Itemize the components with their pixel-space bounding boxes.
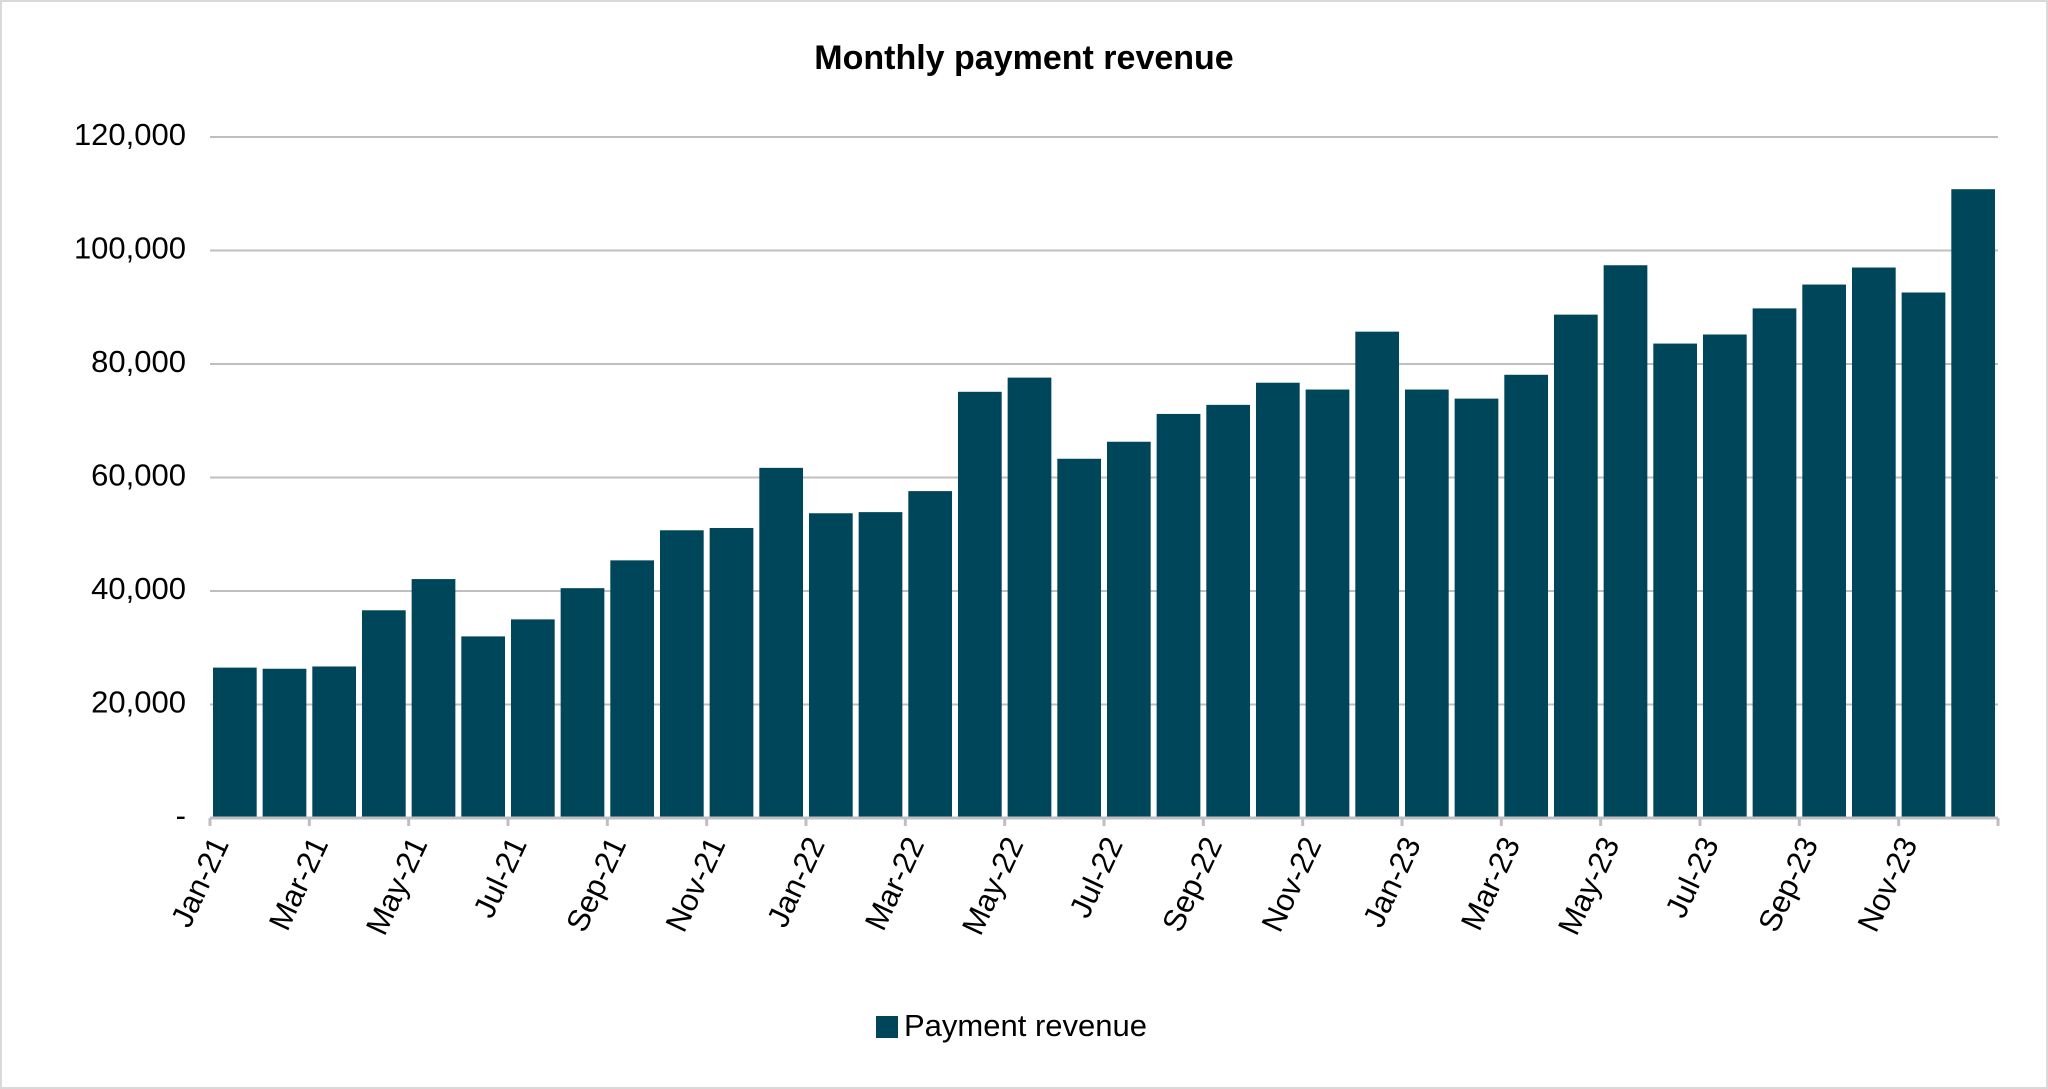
y-tick-label: 100,000 <box>74 231 186 266</box>
bar <box>1603 265 1648 818</box>
bar <box>1255 382 1300 818</box>
bar <box>1355 331 1400 818</box>
bar <box>1553 314 1598 818</box>
bar <box>1504 374 1549 818</box>
bar <box>759 467 804 818</box>
bar <box>510 619 555 818</box>
bar <box>1802 284 1847 818</box>
bar <box>361 610 406 818</box>
y-tick-label: 20,000 <box>91 685 186 720</box>
bar <box>262 668 307 818</box>
bar <box>808 513 853 818</box>
y-tick-label: 120,000 <box>74 117 186 152</box>
bar <box>1951 189 1996 818</box>
bar <box>1404 389 1449 818</box>
bar <box>1901 292 1946 818</box>
bar <box>1305 389 1350 818</box>
legend-swatch <box>876 1016 898 1038</box>
bar <box>1156 413 1201 818</box>
bar <box>1454 398 1499 818</box>
bar <box>858 512 903 818</box>
bar <box>1206 404 1251 818</box>
bar <box>1653 343 1698 818</box>
bar <box>610 560 655 818</box>
y-tick-label: 60,000 <box>91 458 186 493</box>
bar <box>312 666 357 818</box>
bar <box>1057 458 1102 818</box>
bar <box>560 588 605 818</box>
bar <box>1702 334 1747 818</box>
bar <box>659 530 704 818</box>
y-tick-label: 80,000 <box>91 344 186 379</box>
bar <box>957 391 1002 818</box>
bar <box>709 528 754 818</box>
bar <box>1851 267 1896 818</box>
bar <box>212 667 257 818</box>
bar <box>461 636 506 818</box>
bar <box>1752 308 1797 818</box>
bar <box>1007 377 1052 818</box>
chart-title: Monthly payment revenue <box>814 39 1233 77</box>
bar <box>1106 441 1151 818</box>
bar <box>908 491 953 818</box>
legend-label: Payment revenue <box>904 1008 1147 1043</box>
bar <box>411 579 456 818</box>
y-tick-label: 40,000 <box>91 571 186 606</box>
y-tick-label: - <box>176 798 186 833</box>
